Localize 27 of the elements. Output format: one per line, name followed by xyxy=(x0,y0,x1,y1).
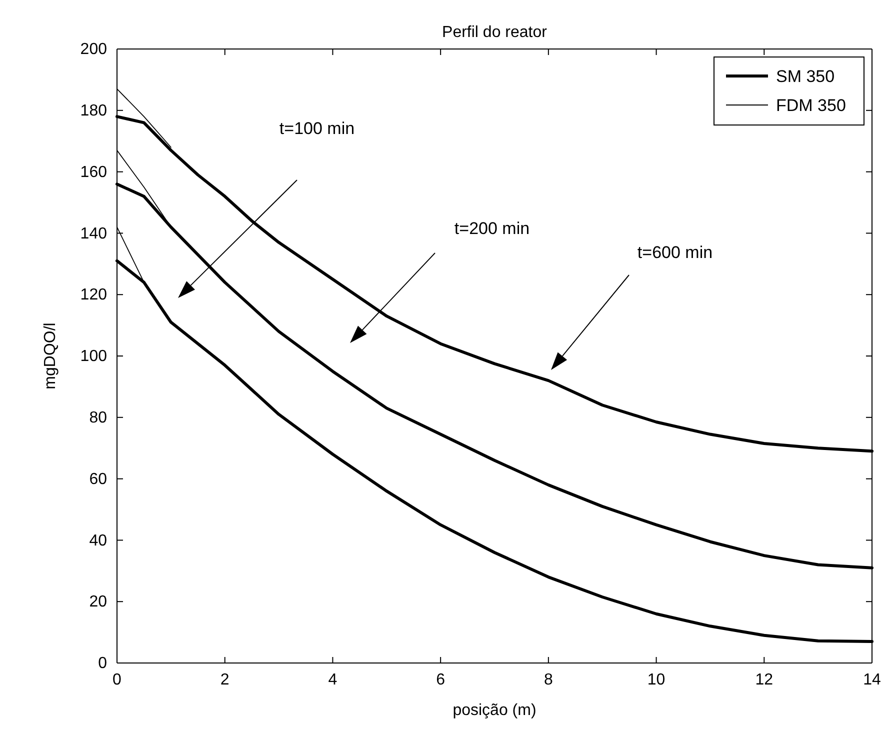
y-tick-label: 60 xyxy=(89,470,108,488)
legend-label: FDM 350 xyxy=(776,96,846,115)
y-tick-label: 160 xyxy=(80,164,108,181)
y-tick-label: 180 xyxy=(80,102,108,120)
annotation: t=600 min xyxy=(637,243,713,262)
y-tick-label: 140 xyxy=(80,225,108,242)
y-tick-label: 0 xyxy=(98,655,108,672)
x-tick-label: 12 xyxy=(755,671,774,688)
x-axis-title: posição (m) xyxy=(452,702,536,719)
x-tick-label: 6 xyxy=(436,671,446,688)
y-tick-label: 120 xyxy=(80,286,108,304)
x-tick-label: 0 xyxy=(112,671,122,688)
y-tick-label: 20 xyxy=(89,594,108,611)
y-tick-label: 100 xyxy=(80,348,108,366)
annotation: t=200 min xyxy=(454,219,530,238)
annotation: t=100 min xyxy=(279,119,355,138)
x-tick-label: 2 xyxy=(220,671,230,688)
y-axis-title: mgDQO/l xyxy=(42,322,59,390)
x-tick-label: 10 xyxy=(647,671,666,688)
x-tick-label: 4 xyxy=(328,671,338,688)
chart-title: Perfil do reator xyxy=(442,24,548,41)
legend-label: SM 350 xyxy=(776,67,835,86)
x-tick-label: 8 xyxy=(544,671,553,688)
y-tick-label: 80 xyxy=(89,410,108,427)
x-tick-label: 14 xyxy=(863,671,881,688)
y-tick-label: 200 xyxy=(80,41,108,58)
y-tick-label: 40 xyxy=(89,532,108,550)
